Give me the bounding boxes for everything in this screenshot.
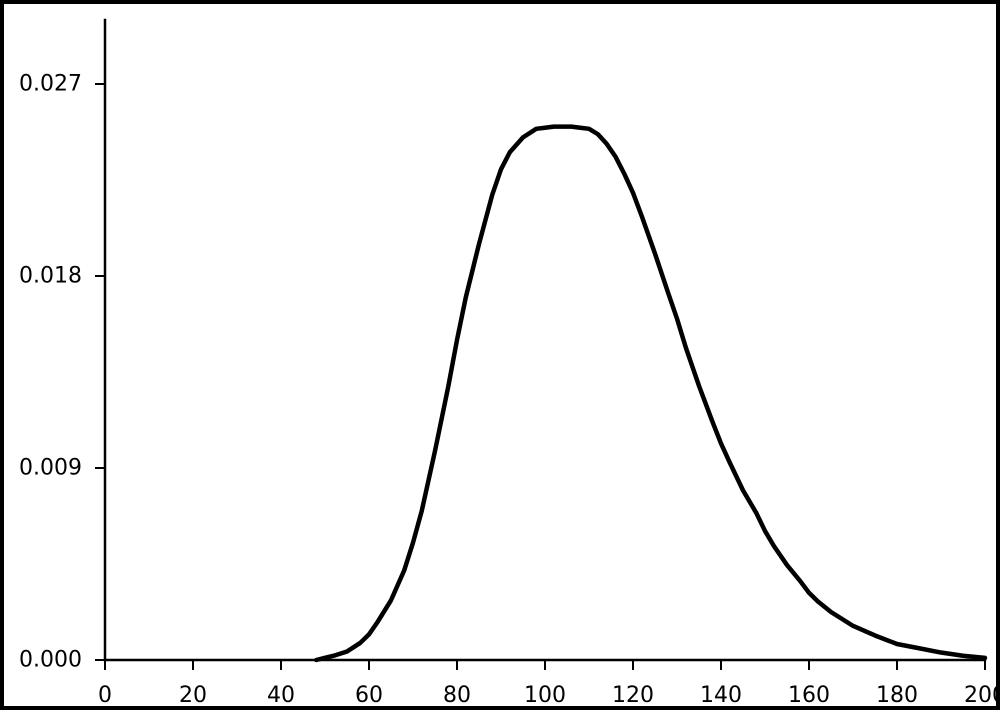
x-tick-label: 100: [524, 683, 566, 708]
x-tick-label: 40: [267, 683, 295, 708]
x-tick-label: 80: [443, 683, 471, 708]
x-tick-label: 140: [700, 683, 742, 708]
x-tick-label: 60: [355, 683, 383, 708]
x-tick-label: 120: [612, 683, 654, 708]
x-tick-label: 0: [98, 683, 112, 708]
x-tick-label: 200: [964, 683, 1000, 708]
y-tick-label: 0.018: [19, 264, 82, 289]
x-tick-label: 180: [876, 683, 918, 708]
axis-tick-labels: 0 20 40 60 80 100 120 140 160 180 200 0.000 0.009 0.0…: [0, 0, 1000, 710]
y-tick-label: 0.000: [19, 648, 82, 673]
y-tick-label: 0.027: [19, 72, 82, 97]
x-tick-label: 20: [179, 683, 207, 708]
x-tick-label: 160: [788, 683, 830, 708]
y-tick-label: 0.009: [19, 456, 82, 481]
